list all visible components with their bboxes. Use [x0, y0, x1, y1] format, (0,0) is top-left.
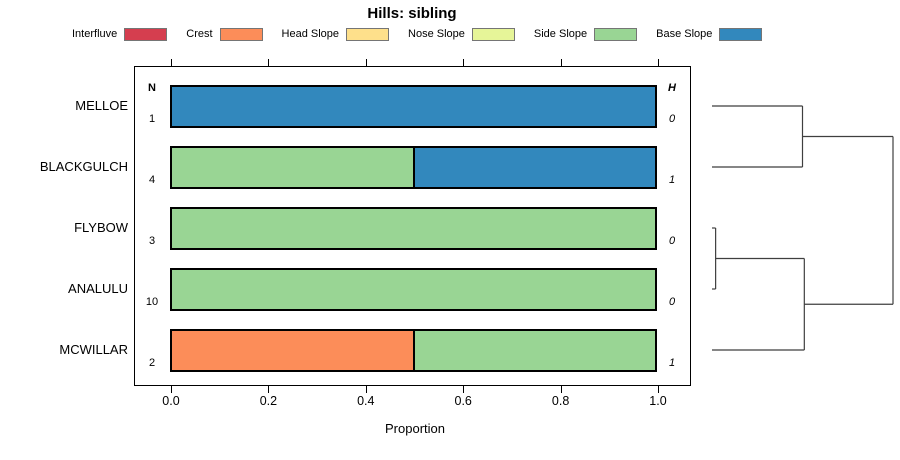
- legend: Interfluve Crest Head Slope Nose Slope Side …: [72, 26, 763, 42]
- bar-segment-crest: [172, 330, 413, 370]
- legend-label: Head Slope: [281, 28, 340, 40]
- bar-segment-base-slope: [412, 147, 655, 187]
- axis-tick-top: [658, 59, 659, 66]
- y-axis-label-mcwillar: MCWILLAR: [59, 342, 128, 357]
- y-axis-label-flybow: FLYBOW: [74, 220, 128, 235]
- axis-tick-top: [463, 59, 465, 66]
- n-value: 10: [145, 296, 159, 308]
- x-tick-label: 0.4: [357, 394, 375, 408]
- h-value: 1: [668, 174, 676, 186]
- axis-tick-bottom: [560, 386, 562, 393]
- h-value: 0: [668, 235, 676, 247]
- n-value: 2: [148, 357, 156, 369]
- bar-segment-side-slope: [172, 269, 655, 309]
- legend-swatch: [594, 27, 638, 41]
- bar-segment-side-slope: [172, 208, 655, 248]
- axis-tick-top: [171, 59, 172, 66]
- y-axis-label-analulu: ANALULU: [68, 281, 128, 296]
- bar-mcwillar: [170, 328, 657, 372]
- legend-swatch: [346, 27, 390, 41]
- legend-label: Nose Slope: [408, 28, 465, 40]
- h-value: 1: [668, 357, 676, 369]
- legend-item: Base Slope: [656, 27, 763, 41]
- n-value: 1: [148, 113, 156, 125]
- y-axis-label-blackgulch: BLACKGULCH: [39, 159, 128, 174]
- bar-melloe: [170, 84, 657, 128]
- legend-label: Base Slope: [656, 28, 713, 40]
- axis-tick-bottom: [171, 386, 172, 393]
- bar-segment-side-slope: [412, 330, 655, 370]
- axis-tick-top: [268, 59, 270, 66]
- bar-flybow: [170, 206, 657, 250]
- legend-label: Side Slope: [533, 28, 588, 40]
- bar-analulu: [170, 267, 657, 311]
- h-value: 0: [668, 113, 676, 125]
- legend-swatch: [471, 27, 515, 41]
- x-tick-label: 0.8: [551, 394, 570, 408]
- legend-swatch: [219, 27, 263, 41]
- bar-segment-side-slope: [172, 147, 413, 187]
- bar-blackgulch: [170, 145, 657, 189]
- n-value: 4: [148, 174, 156, 186]
- x-axis-title: Proportion: [385, 421, 445, 436]
- y-axis-label-melloe: MELLOE: [75, 98, 128, 113]
- legend-label: Crest: [186, 28, 213, 40]
- column-header-n: N: [148, 82, 156, 94]
- legend-item: Side Slope: [533, 27, 638, 41]
- axis-tick-top: [560, 59, 562, 66]
- axis-tick-top: [365, 59, 367, 66]
- legend-item: Crest: [186, 27, 263, 41]
- axis-tick-bottom: [658, 386, 659, 393]
- axis-tick-bottom: [268, 386, 270, 393]
- axis-tick-bottom: [463, 386, 465, 393]
- legend-label: Interfluve: [72, 28, 118, 40]
- x-tick-label: 1.0: [649, 394, 667, 408]
- legend-swatch: [719, 27, 763, 41]
- legend-swatch: [124, 27, 168, 41]
- x-tick-label: 0.0: [162, 394, 180, 408]
- legend-item: Nose Slope: [408, 27, 515, 41]
- n-value: 3: [148, 235, 156, 247]
- x-tick-label: 0.2: [259, 394, 278, 408]
- column-header-h: H: [668, 82, 676, 94]
- chart-title: Hills: sibling: [367, 5, 457, 22]
- legend-item: Head Slope: [281, 27, 390, 41]
- x-tick-label: 0.6: [454, 394, 472, 408]
- axis-tick-bottom: [365, 386, 367, 393]
- h-value: 0: [668, 296, 676, 308]
- bar-segment-base-slope: [172, 86, 655, 126]
- legend-item: Interfluve: [72, 27, 168, 41]
